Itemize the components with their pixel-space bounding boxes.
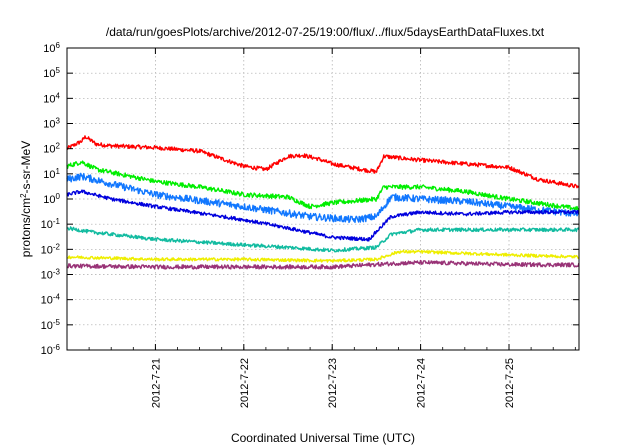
- y-tick-label: 10-1: [41, 217, 61, 232]
- y-tick-label-base: 10: [41, 295, 53, 307]
- y-tick-label: 106: [43, 41, 60, 56]
- series-line-3: [66, 172, 580, 224]
- y-tick-labels: 10-610-510-410-310-210-11001011021031041…: [41, 41, 61, 358]
- y-tick-label-base: 10: [43, 144, 55, 156]
- y-tick-label-exponent: 1: [56, 166, 61, 175]
- y-tick-label: 10-4: [41, 292, 61, 307]
- y-tick-label-exponent: -6: [53, 343, 61, 352]
- y-tick-label: 10-3: [41, 267, 61, 282]
- y-tick-label-base: 10: [41, 345, 53, 357]
- series-line-1: [66, 135, 580, 189]
- x-tick-label: 2012-7-23: [327, 358, 339, 408]
- y-tick-label-base: 10: [41, 320, 53, 332]
- y-tick-label: 101: [43, 166, 60, 181]
- y-tick-label: 100: [43, 192, 60, 207]
- series-line-6: [66, 249, 580, 263]
- series-line-7: [66, 259, 580, 270]
- y-tick-label: 105: [43, 66, 60, 81]
- y-tick-label-base: 10: [41, 219, 53, 231]
- series-line-4: [66, 189, 580, 242]
- series-layer: [66, 135, 580, 270]
- x-axis-label: Coordinated Universal Time (UTC): [231, 431, 415, 445]
- x-tick-label: 2012-7-22: [239, 358, 251, 408]
- x-tick-label: 2012-7-21: [150, 358, 162, 408]
- y-tick-label: 104: [43, 91, 60, 106]
- y-tick-label-exponent: 6: [56, 41, 61, 50]
- y-tick-label-exponent: -1: [53, 217, 61, 226]
- y-tick-label-exponent: 5: [56, 66, 61, 75]
- y-tick-label: 10-5: [41, 317, 61, 332]
- y-tick-label-exponent: -2: [53, 242, 61, 251]
- y-tick-label-base: 10: [43, 68, 55, 80]
- x-tick-label: 2012-7-25: [504, 358, 516, 408]
- y-tick-label-exponent: -5: [53, 317, 61, 326]
- y-tick-label-exponent: 3: [56, 116, 61, 125]
- y-tick-label-exponent: -3: [53, 267, 61, 276]
- y-tick-label-exponent: -4: [53, 292, 61, 301]
- y-tick-label-exponent: 2: [56, 141, 61, 150]
- y-tick-label-base: 10: [43, 194, 55, 206]
- x-tick-label: 2012-7-24: [416, 358, 428, 408]
- y-tick-label-exponent: 0: [56, 192, 61, 201]
- chart-title: /data/run/goesPlots/archive/2012-07-25/1…: [106, 25, 545, 39]
- series-line-2: [66, 160, 580, 212]
- y-tick-label-base: 10: [43, 43, 55, 55]
- y-axis-label: protons/cm2-s-sr-MeV: [19, 141, 34, 257]
- y-tick-label-base: 10: [41, 244, 53, 256]
- y-axis-label-base: protons/cm: [19, 198, 33, 257]
- y-axis-label-rest: -s-sr-MeV: [19, 141, 33, 194]
- y-tick-label-exponent: 4: [56, 91, 61, 100]
- series-line-5: [66, 226, 580, 253]
- y-axis-label-sup: 2: [19, 193, 28, 198]
- x-tick-labels: 2012-7-21 2012-7-22 2012-7-23 2012-7-24 2012…: [150, 358, 516, 408]
- y-tick-label-base: 10: [41, 270, 53, 282]
- y-tick-label: 103: [43, 116, 60, 131]
- axis-ticks: [67, 47, 579, 351]
- y-tick-label-base: 10: [43, 169, 55, 181]
- y-tick-label: 102: [43, 141, 60, 156]
- y-tick-label-base: 10: [43, 93, 55, 105]
- y-tick-label: 10-6: [41, 343, 61, 358]
- y-tick-label: 10-2: [41, 242, 61, 256]
- y-tick-label-base: 10: [43, 119, 55, 131]
